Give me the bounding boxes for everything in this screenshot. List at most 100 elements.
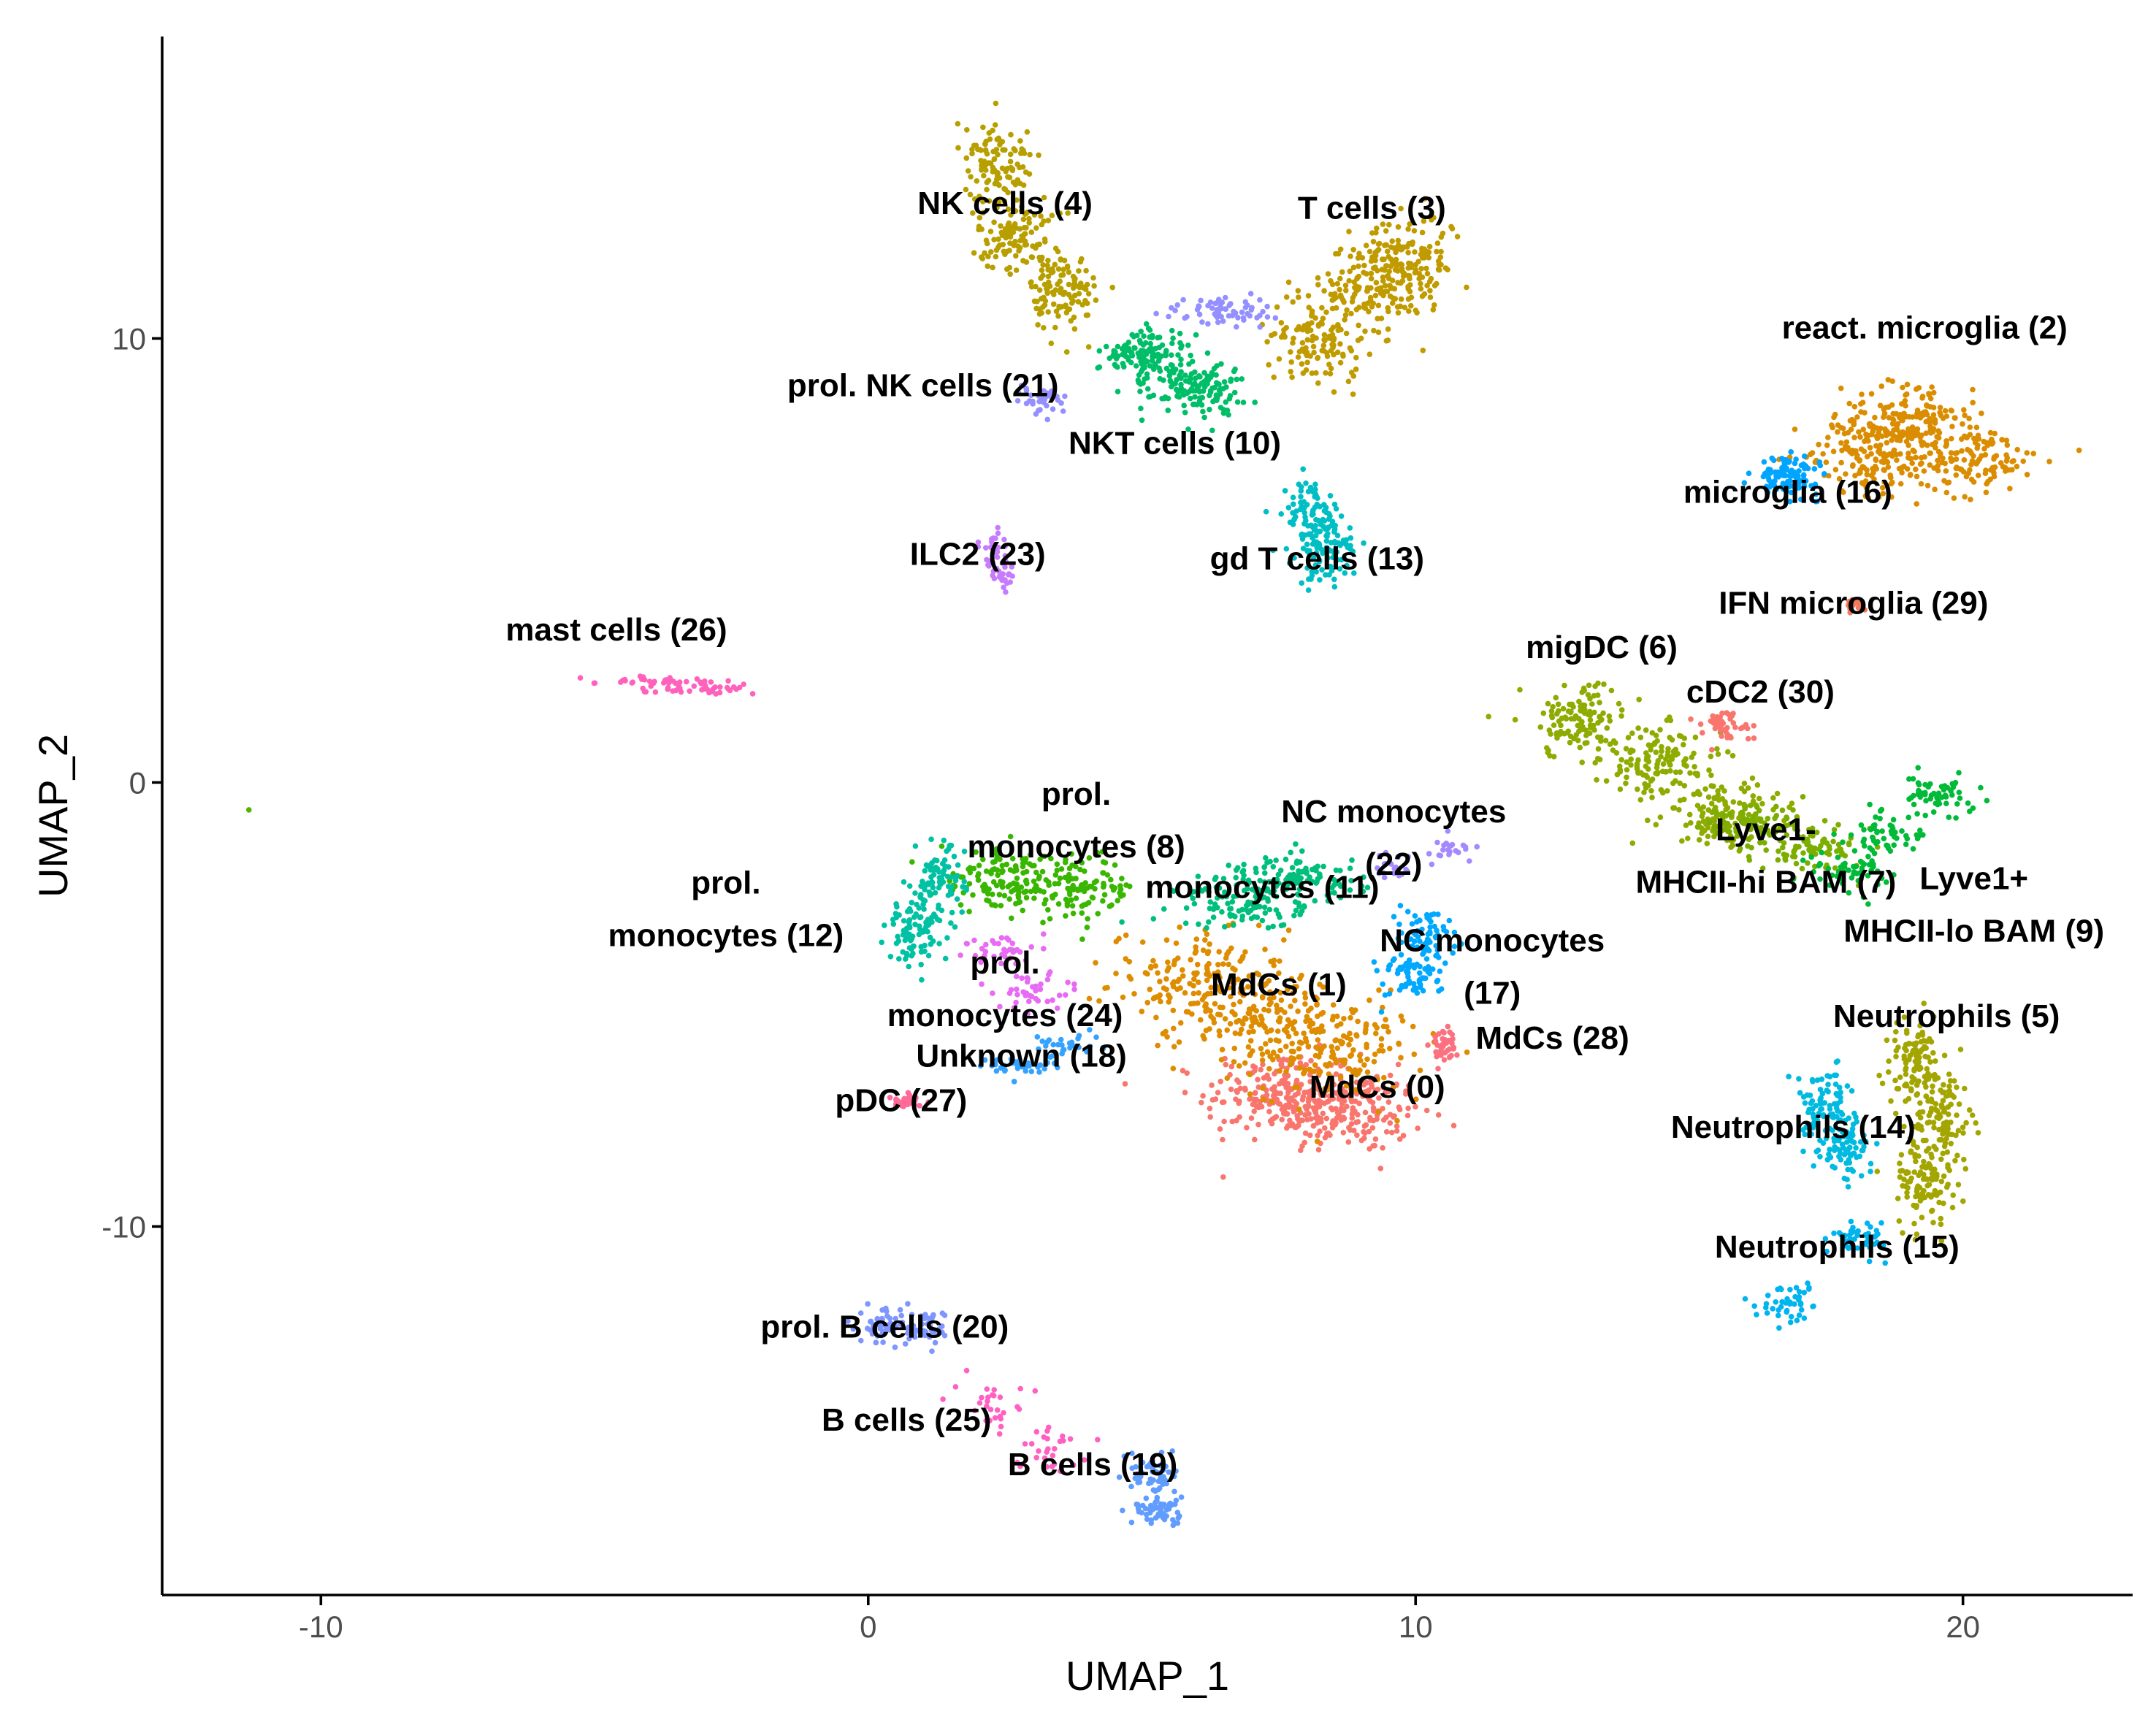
cell-point xyxy=(1873,814,1878,820)
cell-point xyxy=(1328,348,1334,354)
cell-point xyxy=(1912,1123,1918,1130)
cell-point xyxy=(1093,297,1099,303)
cell-point xyxy=(1296,348,1303,355)
cell-point xyxy=(995,151,1001,158)
cell-point xyxy=(1169,352,1174,359)
cell-point xyxy=(1384,288,1391,294)
cell-point xyxy=(1921,409,1927,415)
cell-point xyxy=(1101,884,1106,890)
cell-point xyxy=(1645,817,1651,824)
cell-point xyxy=(1696,837,1702,843)
cell-point xyxy=(1071,314,1077,321)
cell-point xyxy=(1870,466,1876,472)
cell-point xyxy=(1677,769,1683,775)
cell-point xyxy=(1713,823,1719,829)
cell-point xyxy=(1091,283,1097,289)
cell-point xyxy=(1346,1041,1352,1048)
cell-point xyxy=(1307,1019,1313,1025)
cell-point xyxy=(1120,1507,1125,1514)
cell-point xyxy=(1864,467,1870,473)
cell-point xyxy=(1628,762,1634,768)
cell-point xyxy=(1911,448,1917,455)
cell-point xyxy=(1149,358,1155,364)
cell-point xyxy=(1175,352,1181,358)
cell-point xyxy=(1790,807,1796,813)
cell-point xyxy=(1921,1187,1927,1194)
cell-point xyxy=(1877,808,1884,814)
cell-point xyxy=(1385,1099,1392,1105)
cell-point xyxy=(1293,1101,1300,1107)
cell-point xyxy=(2003,468,2008,474)
cell-point xyxy=(1138,329,1144,334)
cell-point xyxy=(1957,795,1963,801)
cell-point xyxy=(1840,489,1846,495)
cell-point xyxy=(1364,1069,1371,1075)
cell-point xyxy=(1418,286,1424,292)
cell-point xyxy=(1857,458,1862,464)
cell-point xyxy=(1079,302,1085,308)
cell-point xyxy=(1300,466,1306,473)
cell-point xyxy=(1893,1053,1899,1060)
cell-point xyxy=(936,902,941,909)
cell-point xyxy=(1275,1100,1281,1106)
cell-point xyxy=(980,210,987,216)
cell-point xyxy=(1608,687,1615,694)
cell-point xyxy=(1350,391,1356,397)
cell-point xyxy=(1897,481,1904,487)
cell-point xyxy=(1969,458,1976,464)
cell-point xyxy=(1426,249,1432,256)
cell-point xyxy=(1353,366,1359,372)
cell-point xyxy=(1952,1078,1957,1084)
cell-point xyxy=(1397,903,1404,909)
cell-point xyxy=(1182,378,1189,384)
cell-point xyxy=(1786,1074,1792,1079)
cell-point xyxy=(1150,995,1157,1002)
cell-point xyxy=(1322,1125,1328,1131)
cell-point xyxy=(1323,309,1329,315)
cell-point xyxy=(1917,435,1924,440)
cell-point xyxy=(1586,730,1593,736)
cell-point xyxy=(1909,460,1915,466)
cell-point xyxy=(1655,758,1662,764)
cell-point xyxy=(990,169,996,175)
cell-point xyxy=(1378,1042,1385,1049)
cell-point xyxy=(1912,1236,1919,1243)
cell-point xyxy=(1759,865,1766,871)
cell-point xyxy=(1852,473,1858,479)
cell-point xyxy=(1941,1082,1946,1088)
cell-point xyxy=(1283,1095,1290,1101)
cell-point xyxy=(1299,908,1305,914)
cell-point xyxy=(1959,448,1965,454)
cell-point xyxy=(1407,221,1413,227)
cell-point xyxy=(1261,1006,1267,1013)
cell-point xyxy=(1823,459,1830,465)
cell-point xyxy=(1350,264,1357,271)
cell-point xyxy=(1374,1025,1380,1031)
cell-point xyxy=(995,135,1002,142)
cell-point xyxy=(1673,769,1679,776)
cell-point xyxy=(1250,1028,1256,1035)
cell-point xyxy=(1906,1057,1912,1063)
cell-point xyxy=(1160,1030,1166,1037)
cluster-11-points xyxy=(1119,841,1371,931)
cell-point xyxy=(1301,990,1308,996)
cell-point xyxy=(1911,1169,1917,1175)
cell-point xyxy=(1184,313,1190,320)
cell-point xyxy=(1373,1030,1379,1036)
cell-point xyxy=(1209,1082,1215,1088)
cell-point xyxy=(1128,1519,1135,1526)
cell-point xyxy=(1326,335,1332,341)
cell-point xyxy=(1228,976,1234,982)
cell-point xyxy=(1406,308,1412,314)
cell-point xyxy=(1337,868,1343,873)
cell-point xyxy=(1022,231,1028,237)
cell-point xyxy=(1623,780,1629,787)
cell-point xyxy=(1045,218,1052,223)
cell-point xyxy=(1045,279,1052,286)
cell-point xyxy=(1792,427,1798,432)
cell-point xyxy=(1142,970,1149,976)
cell-point xyxy=(1918,1123,1924,1130)
cell-point xyxy=(1715,751,1721,757)
cell-point xyxy=(1404,1112,1411,1119)
cell-point xyxy=(1234,376,1239,383)
